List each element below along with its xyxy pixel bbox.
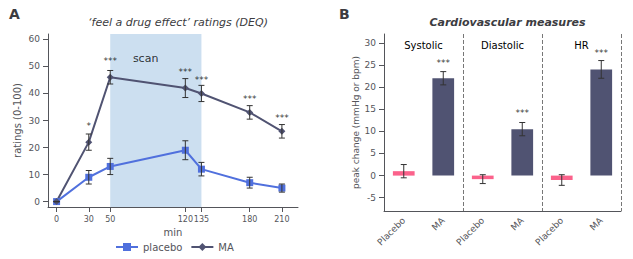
svg-text:*: * [87,121,92,131]
svg-text:Cardiovascular measures: Cardiovascular measures [429,16,586,29]
svg-text:A: A [9,6,20,22]
svg-text:***: *** [103,56,117,66]
svg-text:***: *** [516,108,530,118]
svg-text:‘feel a drug effect’ ratings (: ‘feel a drug effect’ ratings (DEQ) [88,16,268,29]
svg-text:placebo: placebo [143,242,182,253]
svg-text:40: 40 [29,88,41,98]
svg-text:MA: MA [509,215,527,233]
svg-text:30: 30 [29,116,41,126]
svg-text:***: *** [437,58,451,68]
svg-text:10: 10 [29,170,41,180]
svg-text:50: 50 [105,215,115,224]
svg-text:20: 20 [29,143,41,153]
svg-text:120: 120 [178,215,193,224]
svg-text:scan: scan [133,52,159,65]
svg-text:60: 60 [29,34,41,44]
svg-text:Diastolic: Diastolic [481,40,524,51]
svg-text:HR: HR [574,40,589,51]
svg-text:25: 25 [365,60,376,70]
svg-text:-5: -5 [367,193,376,203]
svg-text:210: 210 [274,215,289,224]
svg-text:***: *** [243,94,257,104]
svg-text:***: *** [275,113,289,123]
svg-text:***: *** [595,48,609,58]
svg-text:peak change (mmHg or bpm): peak change (mmHg or bpm) [351,56,361,189]
svg-text:30: 30 [365,38,377,48]
svg-text:10: 10 [365,126,377,136]
svg-text:Placebo: Placebo [375,215,407,247]
svg-text:***: *** [195,75,209,85]
svg-text:0: 0 [54,215,59,224]
svg-text:0: 0 [34,197,40,207]
svg-text:MA: MA [588,215,606,233]
svg-text:50: 50 [29,61,41,71]
svg-text:0: 0 [370,171,376,181]
svg-text:135: 135 [194,215,209,224]
svg-text:MA: MA [218,242,234,253]
svg-text:ratings (0-100): ratings (0-100) [12,83,23,158]
svg-text:Placebo: Placebo [533,215,565,247]
svg-text:B: B [339,6,350,22]
svg-text:Systolic: Systolic [404,40,443,51]
svg-text:180: 180 [242,215,257,224]
svg-text:20: 20 [365,82,377,92]
svg-text:min: min [164,227,183,238]
svg-text:5: 5 [370,148,376,158]
svg-text:30: 30 [84,215,94,224]
svg-text:***: *** [179,67,193,77]
svg-text:15: 15 [365,104,376,114]
svg-text:MA: MA [430,215,448,233]
svg-text:Placebo: Placebo [454,215,486,247]
